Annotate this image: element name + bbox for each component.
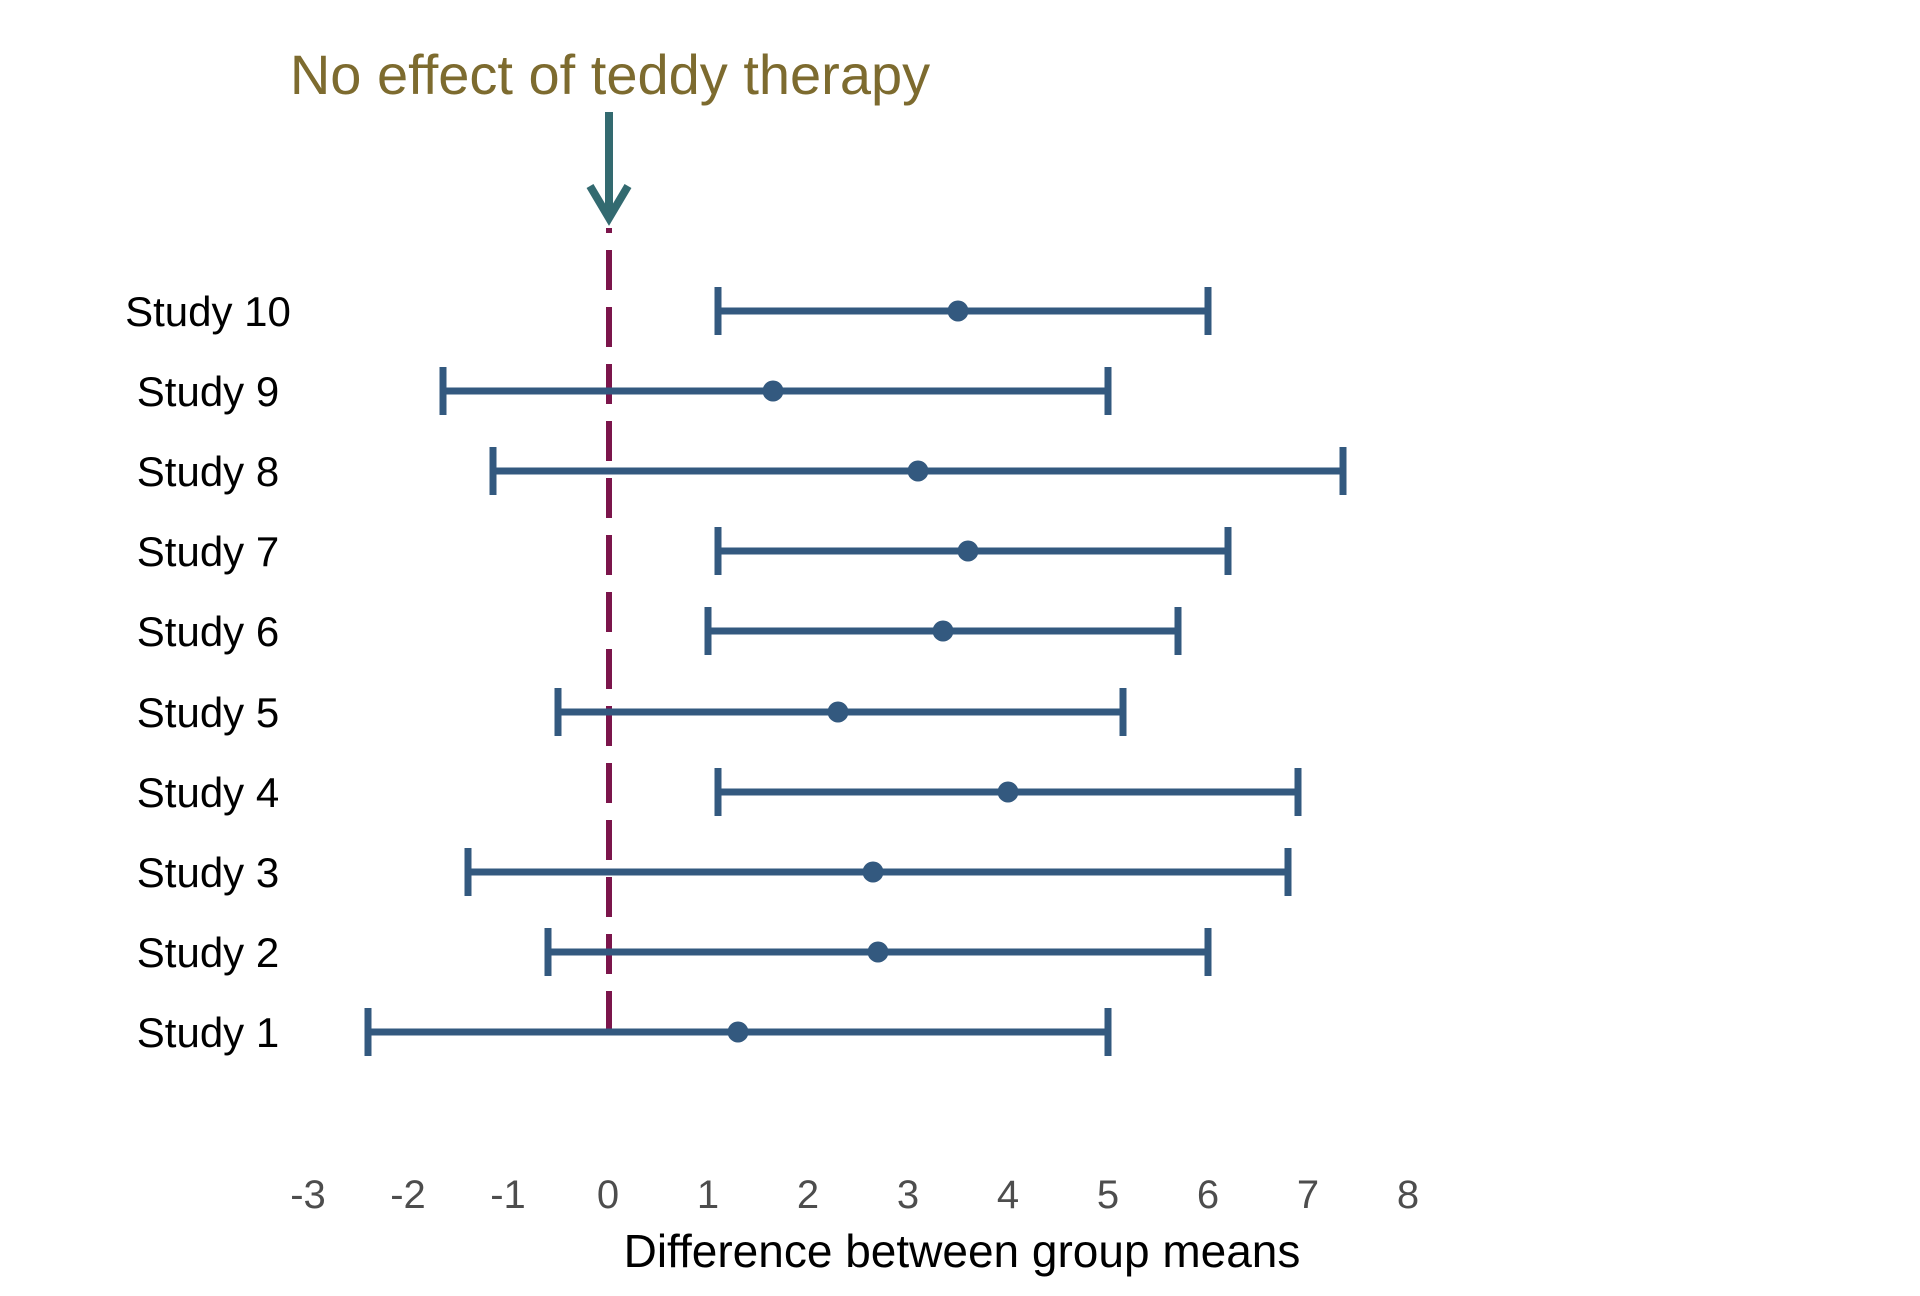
study-label: Study 8 bbox=[137, 448, 279, 495]
x-tick-label: 2 bbox=[797, 1173, 819, 1217]
mean-point bbox=[907, 460, 929, 482]
study-label: Study 1 bbox=[137, 1009, 279, 1056]
x-tick-label: 0 bbox=[597, 1173, 619, 1217]
study-label: Study 5 bbox=[137, 689, 279, 736]
x-tick-label: 6 bbox=[1197, 1173, 1219, 1217]
mean-point bbox=[862, 861, 884, 883]
study-label: Study 9 bbox=[137, 368, 279, 415]
no-effect-annotation: No effect of teddy therapy bbox=[289, 43, 931, 106]
study-label: Study 4 bbox=[137, 769, 279, 816]
annotation-arrow-head bbox=[586, 183, 632, 226]
study-label: Study 2 bbox=[137, 929, 279, 976]
x-tick-label: 4 bbox=[997, 1173, 1019, 1217]
x-tick-label: 3 bbox=[897, 1173, 919, 1217]
study-label: Study 10 bbox=[125, 288, 291, 335]
mean-point bbox=[727, 1021, 749, 1043]
mean-point bbox=[997, 781, 1019, 803]
mean-point bbox=[932, 620, 954, 642]
mean-point bbox=[827, 701, 849, 723]
x-tick-label: 8 bbox=[1397, 1173, 1419, 1217]
study-label: Study 6 bbox=[137, 608, 279, 655]
mean-point bbox=[947, 300, 969, 322]
mean-point bbox=[957, 540, 979, 562]
study-label: Study 7 bbox=[137, 528, 279, 575]
mean-point bbox=[762, 380, 784, 402]
x-tick-label: 7 bbox=[1297, 1173, 1319, 1217]
x-tick-label: -1 bbox=[490, 1173, 526, 1217]
x-tick-label: -3 bbox=[290, 1173, 326, 1217]
x-axis-title: Difference between group means bbox=[623, 1225, 1301, 1277]
mean-point bbox=[867, 941, 889, 963]
x-tick-label: 5 bbox=[1097, 1173, 1119, 1217]
x-tick-label: -2 bbox=[390, 1173, 426, 1217]
study-label: Study 3 bbox=[137, 849, 279, 896]
x-tick-label: 1 bbox=[697, 1173, 719, 1217]
